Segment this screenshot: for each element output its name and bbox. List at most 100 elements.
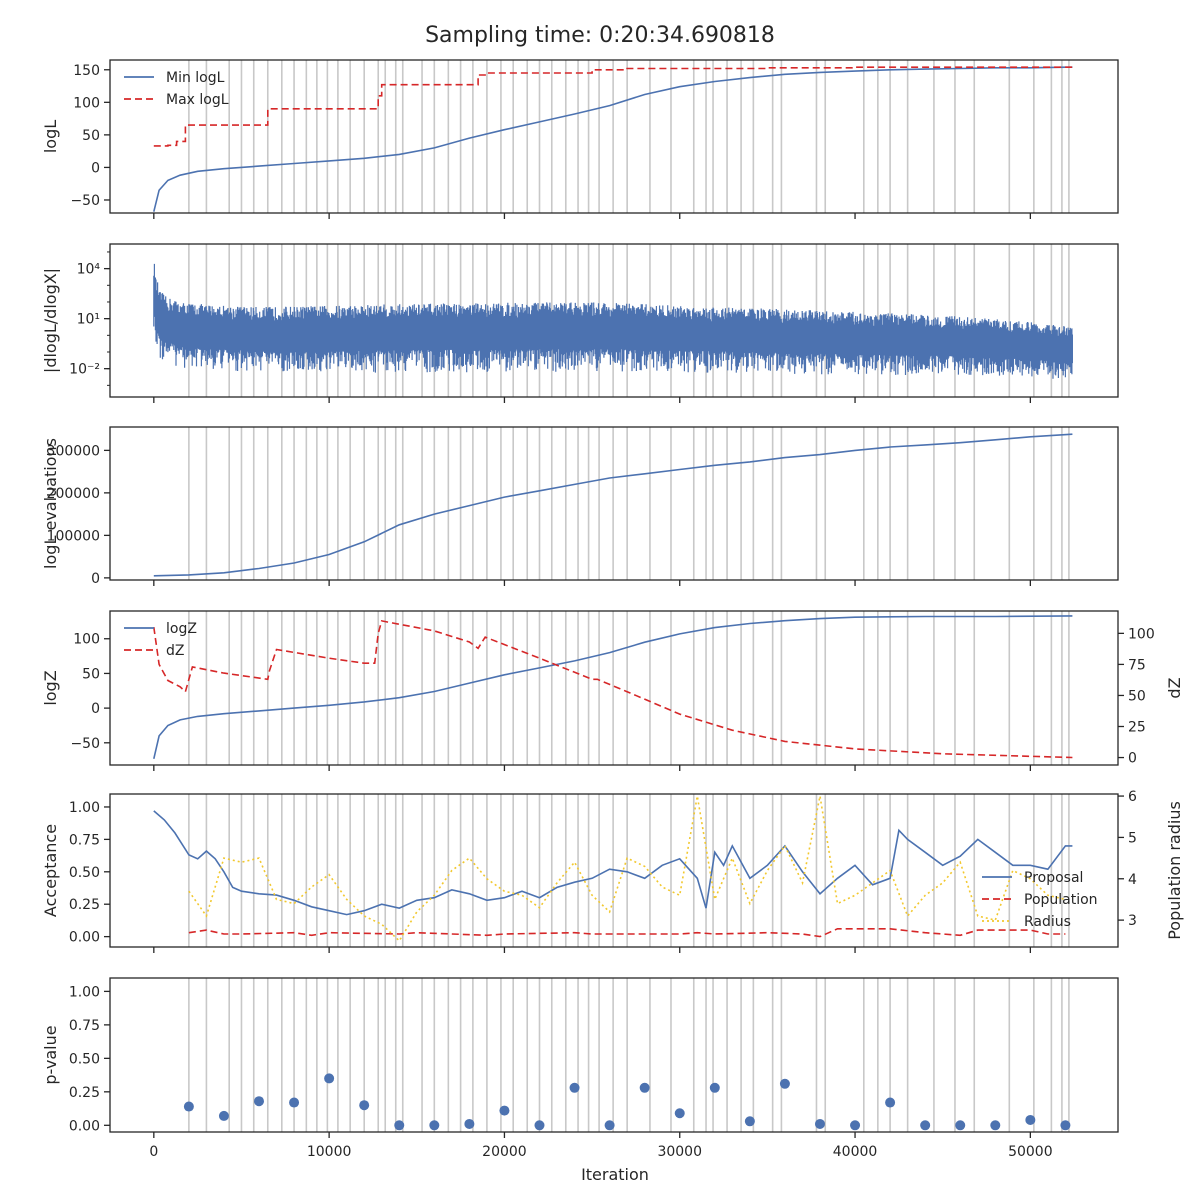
panel-5: 0.00 0.25 0.50 0.75 1.00 Acceptance 3 4 5 6 Popula… (41, 789, 1184, 953)
legend-entry: logZ (166, 621, 197, 637)
axes-frame (109, 243, 1119, 398)
y2-tick-label: 75 (1128, 657, 1146, 673)
p-value-point (359, 1100, 370, 1111)
series-line-radius (188, 795, 1066, 943)
plot-area (153, 60, 1073, 213)
y2-tick-label: 6 (1128, 789, 1137, 805)
series-line-max-logl (153, 66, 1073, 147)
p-value-point (429, 1120, 440, 1131)
y-tick-label: 0 (91, 160, 100, 176)
y-tick-label: 0.50 (69, 1051, 100, 1067)
p-value-point (744, 1116, 755, 1127)
legend-entry: Radius (1024, 914, 1071, 930)
y-tick-label: 0.75 (69, 832, 100, 848)
series-line-population (188, 928, 1066, 938)
y-axis-label: p-value (41, 1025, 60, 1084)
y2-axis-label: dZ (1165, 677, 1184, 698)
y-tick-label: −50 (70, 736, 100, 752)
axes-frame (109, 793, 1119, 948)
y2-tick-label: 4 (1128, 872, 1137, 888)
y2-tick-label: 0 (1128, 751, 1137, 767)
p-value-point (709, 1082, 720, 1093)
plot-area (153, 794, 1073, 947)
y2-axis-label: Population radius (1165, 801, 1184, 940)
y-axis-label: logL evaluations (41, 438, 60, 569)
y2-tick-label: 5 (1128, 830, 1137, 846)
series-line-min-logl (153, 66, 1073, 212)
y-tick-label: 0 (91, 571, 100, 587)
panel-2: 10⁻² 10¹ 10⁴ |dlogL/dlogX| (41, 243, 1119, 403)
x-tick-label: 50000 (1008, 1144, 1053, 1160)
axes-frame (109, 610, 1119, 766)
p-value-point (779, 1078, 790, 1089)
y-tick-label: 0.00 (69, 1118, 100, 1134)
y-tick-label: 300000 (47, 443, 100, 459)
y-tick-label: 150 (73, 63, 100, 79)
axes-frame (109, 59, 1119, 214)
series-line-series-0 (153, 433, 1073, 577)
y-tick-label: 200000 (47, 486, 100, 502)
p-value-point (569, 1082, 580, 1093)
y2-tick-label: 100 (1128, 626, 1155, 642)
plot-area (153, 611, 1073, 765)
p-value-point (394, 1120, 405, 1131)
y-axis-label: logZ (41, 670, 60, 705)
series-derivative-band (153, 263, 1073, 379)
y-tick-label: 1.00 (69, 800, 100, 816)
axes-frame (109, 977, 1119, 1133)
x-tick-label: 20000 (482, 1144, 527, 1160)
y2-tick-label: 50 (1128, 688, 1146, 704)
y-tick-label: 0.50 (69, 865, 100, 881)
p-value-point (254, 1096, 265, 1107)
y-tick-label: 0.75 (69, 1018, 100, 1034)
y-axis-label: |dlogL/dlogX| (41, 268, 60, 373)
p-value-point (850, 1120, 861, 1131)
y-tick-label: 0.00 (69, 930, 100, 946)
y-tick-label: 100000 (47, 528, 100, 544)
p-value-point (885, 1097, 896, 1108)
series-line-proposal (153, 810, 1073, 916)
p-value-point (604, 1120, 615, 1131)
p-value-point (324, 1073, 335, 1084)
y-axis-label: Acceptance (41, 824, 60, 917)
p-value-point (1025, 1114, 1036, 1125)
p-value-point (639, 1082, 650, 1093)
panel-1: −50 0 50 100 150 logL Min logL Max logL (41, 59, 1119, 219)
plot-area (153, 427, 1073, 580)
x-tick-label: 30000 (657, 1144, 702, 1160)
y2-tick-label: 3 (1128, 913, 1137, 929)
y-tick-label: −50 (70, 193, 100, 209)
p-value-point (955, 1120, 966, 1131)
panel-4: −50 0 50 100 logZ 0 25 50 75 100 dZ logZ dZ (41, 610, 1184, 771)
y-tick-label: 0 (91, 701, 100, 717)
p-value-point (990, 1120, 1001, 1131)
legend-entry: Min logL (166, 70, 225, 86)
y-tick-label: 50 (82, 128, 100, 144)
p-value-point (1060, 1120, 1071, 1131)
plot-area (183, 978, 1071, 1132)
axes-frame (109, 426, 1119, 581)
y-tick-label: 10⁴ (77, 262, 101, 278)
plot-area (153, 244, 1073, 397)
legend-entry: Proposal (1024, 870, 1083, 886)
x-tick-label: 0 (149, 1144, 158, 1160)
figure-title: Sampling time: 0:20:34.690818 (425, 23, 775, 48)
y2-tick-label: 25 (1128, 720, 1146, 736)
p-value-point (499, 1105, 510, 1116)
y-tick-label: 1.00 (69, 984, 100, 1000)
y-tick-label: 0.25 (69, 1085, 100, 1101)
x-tick-label: 10000 (307, 1144, 352, 1160)
p-value-point (218, 1110, 229, 1121)
x-axis-label: Iteration (581, 1165, 649, 1184)
y-tick-label: 10¹ (77, 312, 100, 328)
legend-entry: Population (1024, 892, 1098, 908)
y-tick-label: 100 (73, 95, 100, 111)
p-value-point (814, 1118, 825, 1129)
series-line-logz (153, 615, 1073, 759)
legend: logZ dZ (124, 621, 197, 659)
y-tick-label: 10⁻² (69, 362, 100, 378)
legend: Proposal Population Radius (982, 870, 1098, 930)
p-value-point (183, 1101, 194, 1112)
p-value-point (534, 1120, 545, 1131)
